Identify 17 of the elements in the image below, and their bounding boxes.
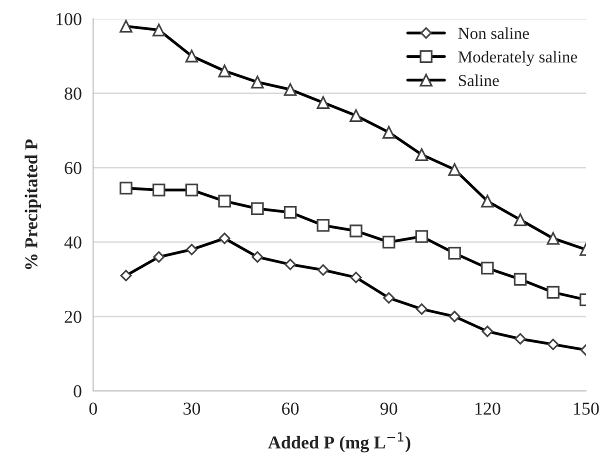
- x-tick-label: 0: [89, 402, 97, 415]
- y-tick-label: 20: [64, 310, 82, 323]
- legend-label: Saline: [458, 74, 499, 86]
- y-tick-label: 100: [56, 13, 82, 26]
- y-tick-label: 40: [64, 236, 82, 249]
- y-axis-title: % Precipitated P: [24, 139, 42, 270]
- legend-label: Non saline: [458, 27, 529, 40]
- x-tick-label: 90: [380, 402, 398, 415]
- x-tick-label: 30: [184, 402, 200, 415]
- x-tick-label: 150: [574, 402, 599, 415]
- x-tick-label: 60: [282, 402, 299, 415]
- legend-label: Moderately saline: [458, 50, 578, 66]
- x-axis-title: Added P (mg L$^{−1}$): [268, 432, 410, 452]
- y-tick-label: 60: [64, 162, 82, 174]
- x-tick-label: 120: [475, 402, 500, 415]
- y-tick-label: 0: [74, 385, 82, 398]
- y-tick-label: 80: [64, 88, 82, 100]
